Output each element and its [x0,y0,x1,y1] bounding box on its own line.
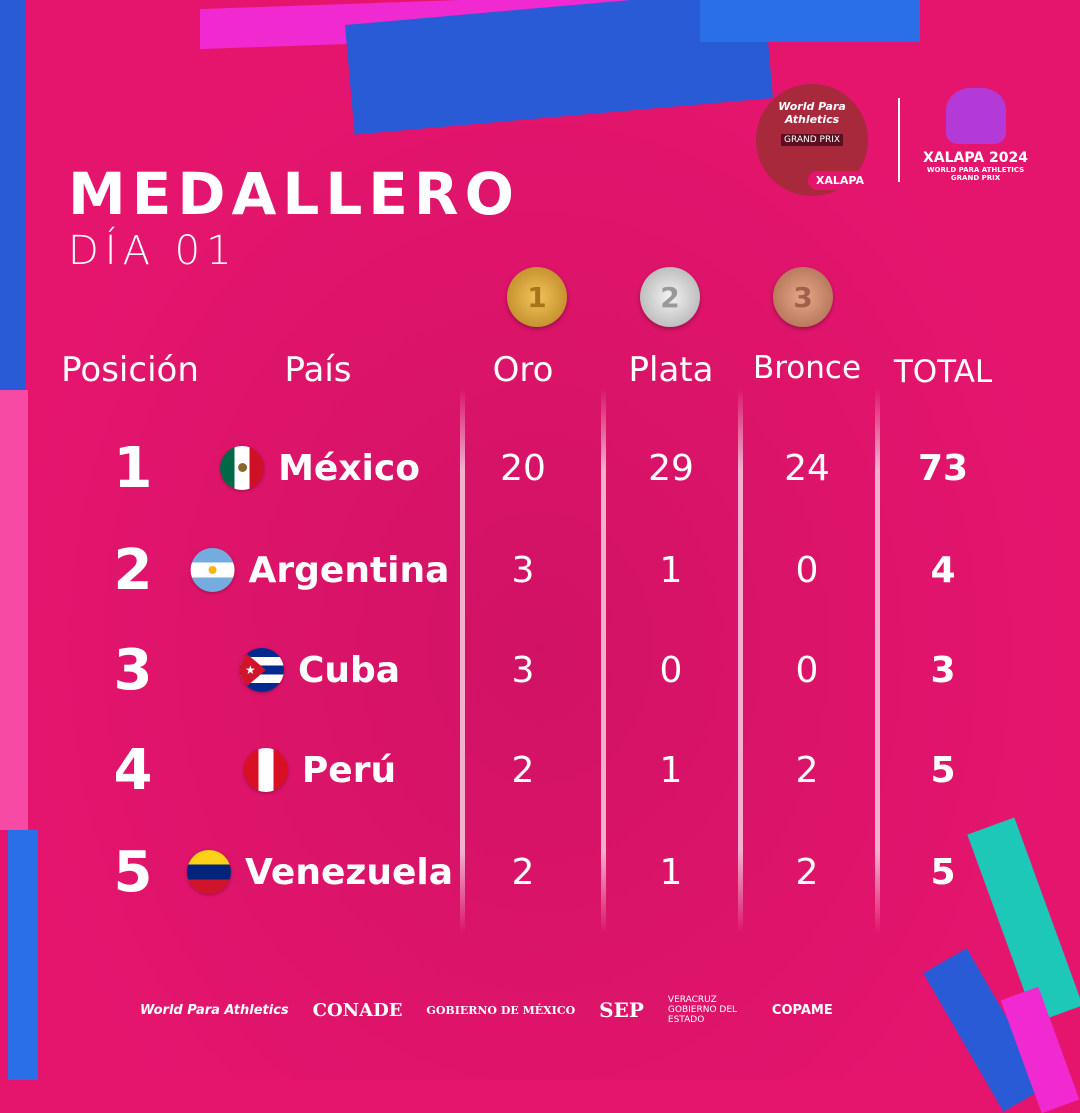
bronze-count: 0 [795,549,819,591]
country-name: Perú [301,749,397,791]
silver-count: 0 [659,649,683,691]
bronze-count: 24 [784,447,830,489]
position: 4 [113,737,153,803]
bronze-count: 2 [795,749,819,791]
table-row: 5 Venezuela 2 1 2 5 [0,837,1080,907]
bronze-count: 2 [795,851,819,893]
page-title: MEDALLERO [68,160,520,228]
position: 5 [113,839,153,905]
country: México [220,433,420,503]
table-row: 4 Perú 2 1 2 5 [0,735,1080,805]
column-divider [738,388,743,933]
bronze-medal-icon: 3 [773,267,833,327]
table-row: 1 México 20 29 24 73 [0,433,1080,503]
logo-gp-text: GRAND PRIX [780,134,844,146]
gold-count: 2 [511,749,535,791]
sponsor-sep: SEP [599,998,644,1022]
page-subtitle: DÍA 01 [68,228,238,274]
logo-divider [898,98,900,182]
grand-prix-logo: World Para Athletics GRAND PRIX XALAPA [756,84,872,196]
sponsor-logos: World Para Athletics CONADE GOBIERNO DE … [140,995,833,1025]
sponsor-wpa: World Para Athletics [140,1002,289,1018]
header-position: Posición [61,350,199,390]
peru-flag-icon [243,748,288,792]
mexico-flag-icon [220,446,265,490]
country-name: Cuba [297,649,401,691]
sponsor-gobierno: GOBIERNO DE MÉXICO [426,1003,576,1017]
decor-left-blue [0,0,26,390]
country: Venezuela [187,837,453,907]
table-row: 3 ★ Cuba 3 0 0 3 [0,635,1080,705]
header-bronze: Bronce [752,350,862,386]
column-divider [601,388,606,933]
gold-count: 3 [511,549,535,591]
gold-medal-icon: 1 [507,267,567,327]
total-count: 3 [930,649,956,691]
event-name: XALAPA 2024 [922,150,1029,166]
gold-count: 3 [511,649,535,691]
position: 3 [113,637,153,703]
header-gold: Oro [492,350,554,390]
country-name: Argentina [248,549,450,591]
total-count: 5 [930,749,956,791]
venezuela-flag-icon [187,850,232,894]
gold-count: 2 [511,851,535,893]
position: 2 [113,537,153,603]
silver-count: 29 [648,447,694,489]
column-divider [460,388,465,933]
column-divider [875,388,880,933]
logo-wpa-text: World Para Athletics [778,100,846,126]
country: Perú [243,735,397,805]
total-count: 5 [930,851,956,893]
sponsor-conade: CONADE [312,999,403,1021]
total-count: 4 [930,549,956,591]
sponsor-copame: COPAME [771,1002,833,1018]
header-country: País [284,350,352,390]
total-count: 73 [917,447,969,489]
decor-stripe-blue2 [700,0,920,42]
bronze-count: 0 [795,649,819,691]
country: ★ Cuba [239,635,401,705]
decor-left-pink [0,390,28,830]
silver-count: 1 [659,851,683,893]
country-name: Venezuela [245,851,453,893]
country-name: México [278,447,420,489]
sponsor-veracruz: VERACRUZ GOBIERNO DEL ESTADO [667,995,738,1025]
position: 1 [113,435,153,501]
country: Argentina [190,535,450,605]
header-silver: Plata [628,350,714,390]
cuba-flag-icon: ★ [239,648,284,692]
silver-count: 1 [659,549,683,591]
decor-left-blue2 [8,830,38,1080]
logo-city-text: XALAPA [807,171,872,190]
gold-count: 20 [500,447,546,489]
background [0,0,1080,1080]
table-row: 2 Argentina 3 1 0 4 [0,535,1080,605]
silver-count: 1 [659,749,683,791]
mascot-icon [945,88,1006,144]
header-total: TOTAL [893,354,993,390]
silver-medal-icon: 2 [640,267,700,327]
event-sub2: GRAND PRIX [950,174,1001,182]
event-sub: WORLD PARA ATHLETICS [926,166,1025,174]
xalapa-2024-logo: XALAPA 2024 WORLD PARA ATHLETICS GRAND P… [918,88,1033,182]
argentina-flag-icon [190,548,235,592]
